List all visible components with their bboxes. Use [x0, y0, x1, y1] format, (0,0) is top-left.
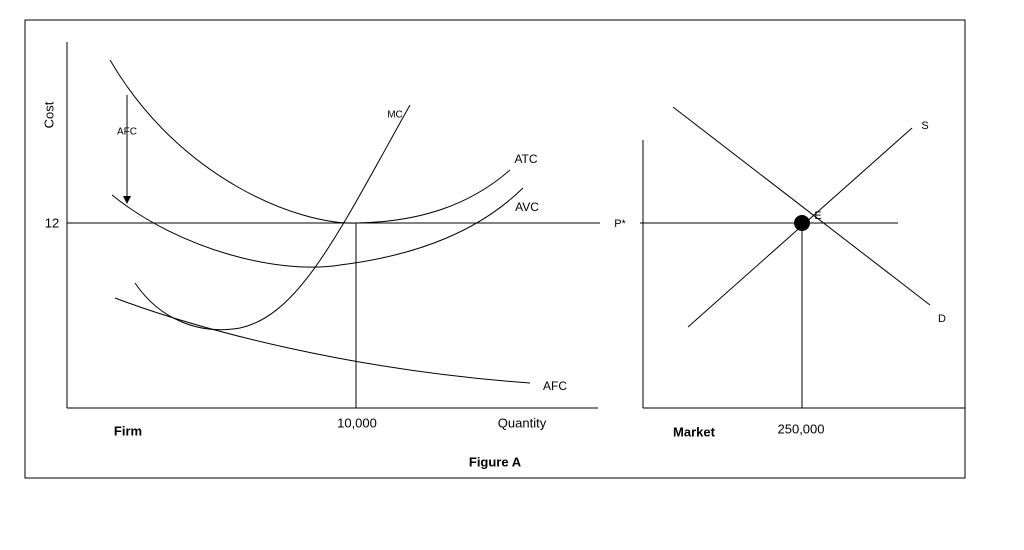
price-label: 12 [45, 215, 59, 230]
arrow-head [123, 196, 131, 204]
market-title: Market [673, 424, 716, 439]
firm-title: Firm [114, 423, 142, 438]
caption: Figure A [469, 454, 522, 469]
avc-label: AVC [515, 200, 539, 214]
afc-curve [114, 297, 531, 384]
demand-curve [672, 106, 931, 306]
atc-label: ATC [514, 152, 537, 166]
equilibrium-label: E [814, 210, 821, 222]
market-price-label: P* [614, 218, 626, 230]
afc-label: AFC [543, 379, 567, 393]
avc-curve [111, 187, 524, 268]
firm-quantity-tick: 10,000 [337, 415, 377, 430]
y-axis-label: Cost [41, 101, 56, 128]
market-quantity-tick: 250,000 [778, 421, 825, 436]
mc-label: MC [387, 110, 403, 121]
atc-curve [109, 59, 511, 224]
x-axis-label: Quantity [498, 415, 547, 430]
afc-arrow-label: AFC [117, 127, 137, 138]
mc-curve [134, 104, 411, 331]
supply-label: S [921, 120, 928, 132]
equilibrium-point [794, 215, 810, 231]
frame [24, 19, 966, 479]
demand-label: D [938, 313, 946, 325]
